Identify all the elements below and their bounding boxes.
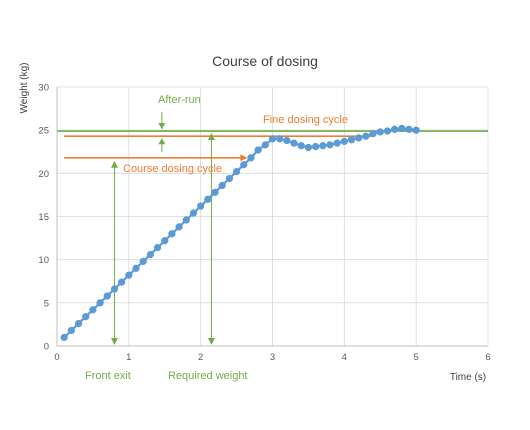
data-point <box>225 174 234 183</box>
data-point <box>304 143 313 152</box>
data-point <box>218 181 226 190</box>
data-point <box>197 202 205 210</box>
data-point <box>319 142 327 150</box>
data-point <box>118 278 126 286</box>
data-point <box>168 230 176 238</box>
x-axis-title: Time (s) <box>450 372 486 383</box>
data-point <box>311 142 320 151</box>
required-weight-arrow-up <box>207 133 215 141</box>
x-tick-label: 2 <box>198 352 203 363</box>
data-point <box>125 271 133 279</box>
y-tick-label: 20 <box>38 169 49 180</box>
data-point <box>326 141 334 149</box>
y-tick-label: 10 <box>38 255 49 266</box>
data-point <box>405 125 413 133</box>
data-point <box>261 141 269 149</box>
front-exit-arrow-up <box>110 160 118 168</box>
chart-title: Course of dosing <box>212 53 318 69</box>
data-series <box>60 124 420 342</box>
data-point <box>132 264 140 272</box>
y-axis-title: Weight (kg) <box>19 63 30 114</box>
data-point <box>146 250 155 259</box>
y-tick-label: 25 <box>38 126 49 137</box>
annotation-after-run: After-run <box>158 94 201 106</box>
data-point <box>161 237 169 245</box>
series-line <box>63 127 417 339</box>
data-point <box>139 257 147 266</box>
data-point <box>283 136 291 145</box>
annotation-course-dosing: Course dosing cycle <box>123 163 222 175</box>
data-point <box>232 167 241 176</box>
data-point <box>204 195 212 203</box>
data-point <box>110 285 119 293</box>
data-point <box>103 292 111 300</box>
y-tick-label: 5 <box>44 298 49 309</box>
y-tick-label: 0 <box>44 342 49 353</box>
front-exit-arrow-down <box>110 338 118 345</box>
data-point <box>60 333 68 342</box>
data-point <box>247 154 255 162</box>
after-run-arrow-up <box>158 138 166 145</box>
data-point <box>189 209 198 217</box>
data-point <box>96 299 104 307</box>
x-tick-label: 3 <box>270 352 275 363</box>
data-point <box>383 127 392 135</box>
data-point <box>240 161 248 169</box>
x-tick-label: 6 <box>485 352 490 363</box>
data-point <box>290 139 298 147</box>
data-point <box>175 223 183 231</box>
annotation-required-weight: Required weight <box>168 370 248 382</box>
data-point <box>376 128 384 136</box>
data-point <box>268 135 277 143</box>
x-tick-label: 0 <box>54 352 59 363</box>
data-point <box>340 137 348 146</box>
y-tick-label: 30 <box>38 83 49 94</box>
data-point <box>333 139 341 147</box>
data-point <box>398 124 406 133</box>
x-tick-label: 4 <box>342 352 347 363</box>
x-tick-label: 1 <box>126 352 131 363</box>
x-tick-label: 5 <box>414 352 419 363</box>
data-point <box>211 188 219 196</box>
data-point <box>82 312 90 321</box>
annotation-front-exit: Front exit <box>85 370 131 382</box>
required-weight-arrow-down <box>207 338 215 345</box>
data-point <box>362 132 370 140</box>
annotation-fine-dosing: Fine dosing cycle <box>263 114 348 126</box>
data-point <box>89 306 97 314</box>
data-point <box>153 243 162 252</box>
y-tick-label: 15 <box>38 212 49 223</box>
data-point <box>254 146 262 154</box>
data-point <box>74 319 83 328</box>
data-point <box>182 216 190 224</box>
data-point <box>369 129 377 138</box>
after-run-arrow-down <box>158 123 166 130</box>
data-point <box>67 326 76 335</box>
data-point <box>347 136 356 144</box>
course-arrowhead <box>240 154 248 162</box>
axes: 0 1 2 3 4 5 6 0 5 10 15 20 25 30 <box>38 83 490 364</box>
data-point <box>297 142 305 150</box>
data-point <box>390 125 399 133</box>
data-point <box>412 126 420 134</box>
data-point <box>276 135 284 143</box>
data-point <box>355 134 363 142</box>
